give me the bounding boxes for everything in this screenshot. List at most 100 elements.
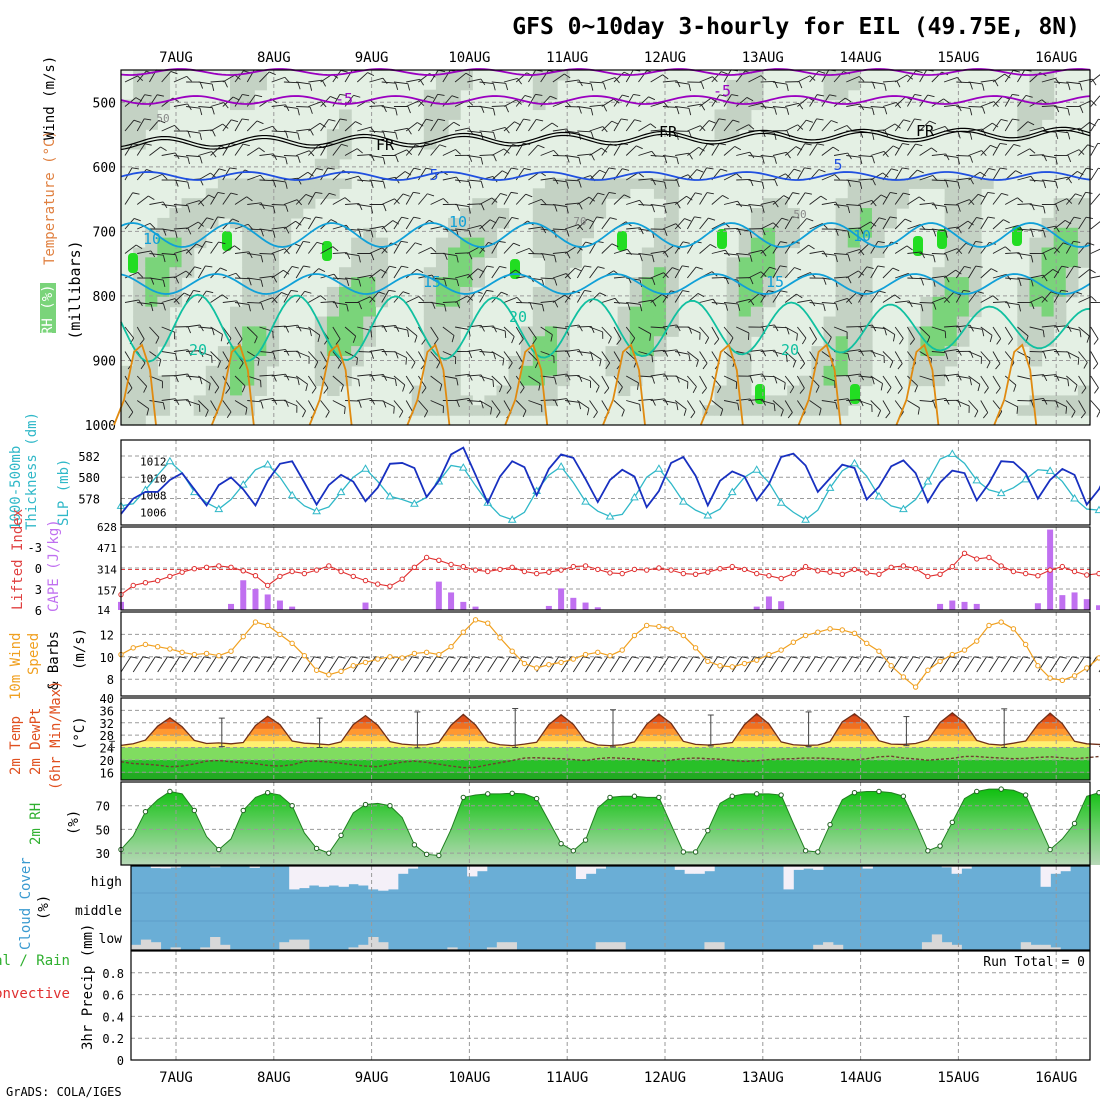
barb-shaft — [964, 656, 975, 673]
surface-wind-barb — [157, 656, 175, 673]
contour-label: 5 — [833, 156, 842, 174]
barb-shaft — [601, 326, 612, 338]
wind-barb — [589, 216, 604, 230]
wind-barb — [479, 130, 496, 140]
wind-barb — [357, 397, 375, 405]
wind-barb — [894, 218, 912, 230]
barb-shaft — [625, 145, 637, 156]
barb-shaft — [968, 106, 983, 108]
rh-cell — [557, 237, 570, 249]
barb-shaft — [1065, 291, 1076, 303]
barb-shaft — [638, 204, 653, 206]
surface-wind-barb — [426, 656, 444, 673]
lifted-index-point — [375, 581, 381, 587]
barb-shaft — [601, 243, 613, 254]
lifted-index-point — [668, 567, 674, 573]
barb-shaft — [479, 130, 494, 133]
rh-cell — [314, 336, 328, 347]
rh-cell — [448, 385, 461, 397]
barb-shaft — [943, 248, 958, 254]
isotherm-25 — [210, 343, 255, 426]
thickness-point — [581, 497, 590, 505]
contour-label: FR — [659, 123, 678, 141]
barb-flag — [781, 217, 789, 221]
surface-wind-barb — [218, 656, 236, 673]
barb-flag — [737, 303, 741, 311]
wind-barb — [882, 351, 894, 368]
wind-barb — [161, 179, 179, 187]
wind-barb — [1065, 216, 1081, 230]
surface-wind-barb — [951, 656, 969, 673]
barb-shaft — [332, 70, 342, 83]
barb-shaft — [479, 290, 487, 303]
lifted-index-point — [876, 571, 882, 577]
wind-barb — [405, 326, 418, 343]
wind-barb — [308, 375, 317, 394]
barb-shaft — [707, 656, 718, 673]
barb-shaft — [956, 199, 970, 205]
barb-flag — [1087, 144, 1095, 148]
rh-saturated-spot — [617, 231, 627, 251]
barb-flag — [866, 266, 874, 270]
barb-flag — [490, 407, 493, 415]
isotherm--5 — [120, 95, 1091, 105]
rh-cell — [230, 375, 243, 387]
wind-barb — [308, 122, 327, 132]
barb-flag — [631, 656, 639, 659]
barb-flag — [992, 122, 999, 128]
barb-flag — [993, 101, 999, 108]
barb-shaft — [442, 375, 457, 379]
rh-cell — [617, 385, 631, 397]
wind-barb — [149, 173, 168, 181]
wind-barb — [442, 301, 461, 309]
barb-shaft — [796, 143, 806, 156]
barb-flag — [608, 167, 616, 170]
barb-shaft — [515, 326, 524, 340]
barb-shaft — [955, 290, 964, 303]
barb-flag — [1016, 406, 1019, 414]
barb-flag — [421, 387, 427, 394]
barb-shaft — [161, 124, 175, 132]
wind-barb — [1054, 81, 1071, 91]
rh-cell — [605, 365, 619, 377]
surface-wind-barb — [866, 656, 884, 673]
barb-shaft — [695, 656, 706, 673]
wind-barb — [332, 302, 349, 312]
barb-shaft — [797, 299, 812, 303]
barb-shaft — [1053, 219, 1066, 230]
barb-flag — [272, 297, 278, 304]
rh-cell — [714, 109, 728, 120]
rh-cell — [823, 346, 837, 357]
barb-shaft — [650, 155, 665, 157]
barb-flag — [718, 118, 726, 121]
barb-shaft — [283, 81, 298, 84]
barb-flag — [804, 143, 812, 146]
barb-flag — [239, 362, 244, 369]
barb-shaft — [882, 351, 894, 362]
wind-barb — [821, 228, 839, 236]
barb-flag — [786, 83, 789, 92]
thickness-point — [1094, 505, 1100, 514]
cape-bar — [765, 596, 772, 610]
wind-barb — [564, 224, 584, 231]
rh-cell — [121, 119, 134, 130]
wind-barb — [552, 294, 571, 303]
barb-shaft — [589, 375, 600, 387]
rh-cell — [1041, 89, 1055, 101]
wind-barb — [601, 192, 616, 205]
surface-wind-barb — [438, 656, 456, 673]
barb-flag — [943, 98, 950, 104]
wind-barb — [919, 302, 937, 310]
wind-barb — [638, 277, 656, 286]
barb-shaft — [858, 178, 873, 181]
rh-cell — [1041, 257, 1055, 268]
rh-cell — [847, 336, 861, 347]
wind-barb — [858, 106, 875, 116]
barb-shaft — [247, 202, 262, 205]
barb-shaft — [344, 375, 359, 380]
wind-barb — [210, 375, 220, 394]
barb-flag — [987, 216, 995, 219]
wind-barb — [601, 167, 616, 181]
contour-label: FR — [376, 136, 395, 154]
wind-barb — [442, 149, 461, 156]
